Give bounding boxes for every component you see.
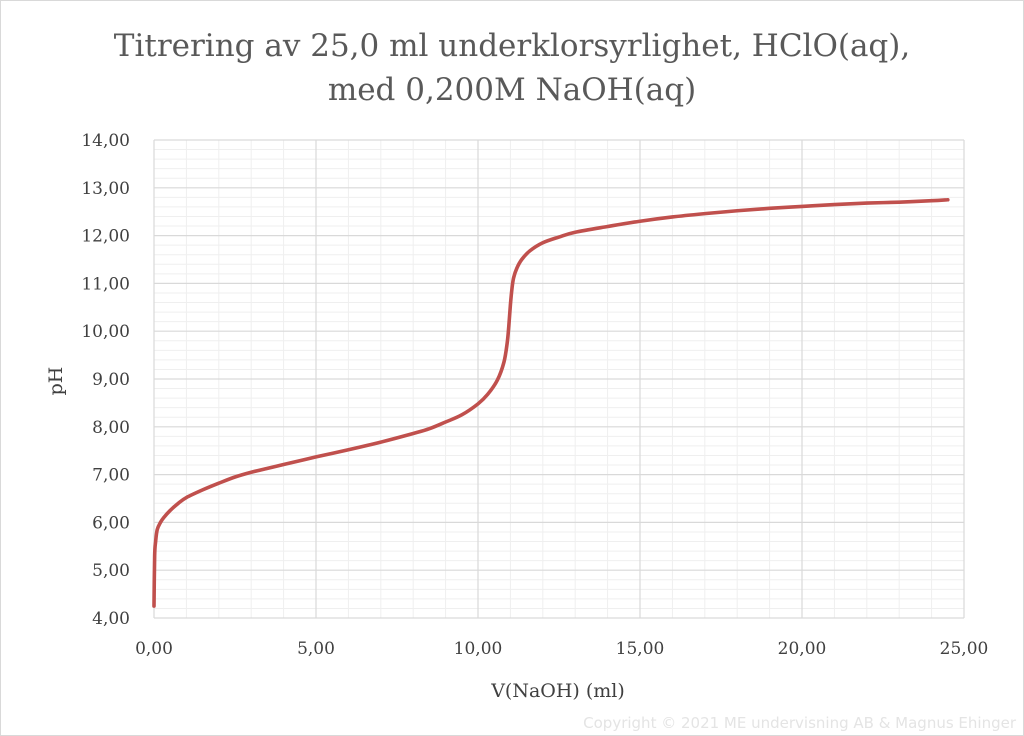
x-tick-label: 20,00 xyxy=(778,639,827,659)
y-tick-label: 13,00 xyxy=(81,179,130,199)
chart-title-line1: Titrering av 25,0 ml underklorsyrlighet,… xyxy=(114,28,910,64)
y-tick-labels: 4,00 5,00 6,00 7,00 8,00 9,00 10,00 11,00 12,00 1… xyxy=(81,131,130,629)
y-tick-label: 12,00 xyxy=(81,227,130,247)
x-tick-label: 15,00 xyxy=(616,639,665,659)
y-tick-label: 6,00 xyxy=(92,513,130,533)
x-tick-label: 0,00 xyxy=(135,639,173,659)
y-tick-label: 7,00 xyxy=(92,466,130,486)
titration-curve-line xyxy=(152,197,950,608)
x-tick-labels: 0,00 5,00 10,00 15,00 20,00 25,00 xyxy=(135,639,988,659)
y-tick-label: 9,00 xyxy=(92,370,130,390)
y-tick-label: 4,00 xyxy=(92,609,130,629)
x-axis-label: V(NaOH) (ml) xyxy=(490,680,625,702)
y-axis-label: pH xyxy=(45,367,67,396)
y-tick-label: 10,00 xyxy=(81,322,130,342)
y-tick-label: 11,00 xyxy=(81,274,130,294)
x-tick-label: 25,00 xyxy=(940,639,989,659)
chart-title-line2: med 0,200M NaOH(aq) xyxy=(328,72,696,108)
y-tick-label: 14,00 xyxy=(81,131,130,151)
x-tick-label: 10,00 xyxy=(454,639,503,659)
series-layer xyxy=(152,197,950,608)
x-tick-label: 5,00 xyxy=(297,639,335,659)
y-tick-label: 5,00 xyxy=(92,561,130,581)
major-gridlines xyxy=(153,139,965,619)
y-tick-label: 8,00 xyxy=(92,418,130,438)
copyright-watermark: Copyright © 2021 ME undervisning AB & Ma… xyxy=(583,714,1017,732)
